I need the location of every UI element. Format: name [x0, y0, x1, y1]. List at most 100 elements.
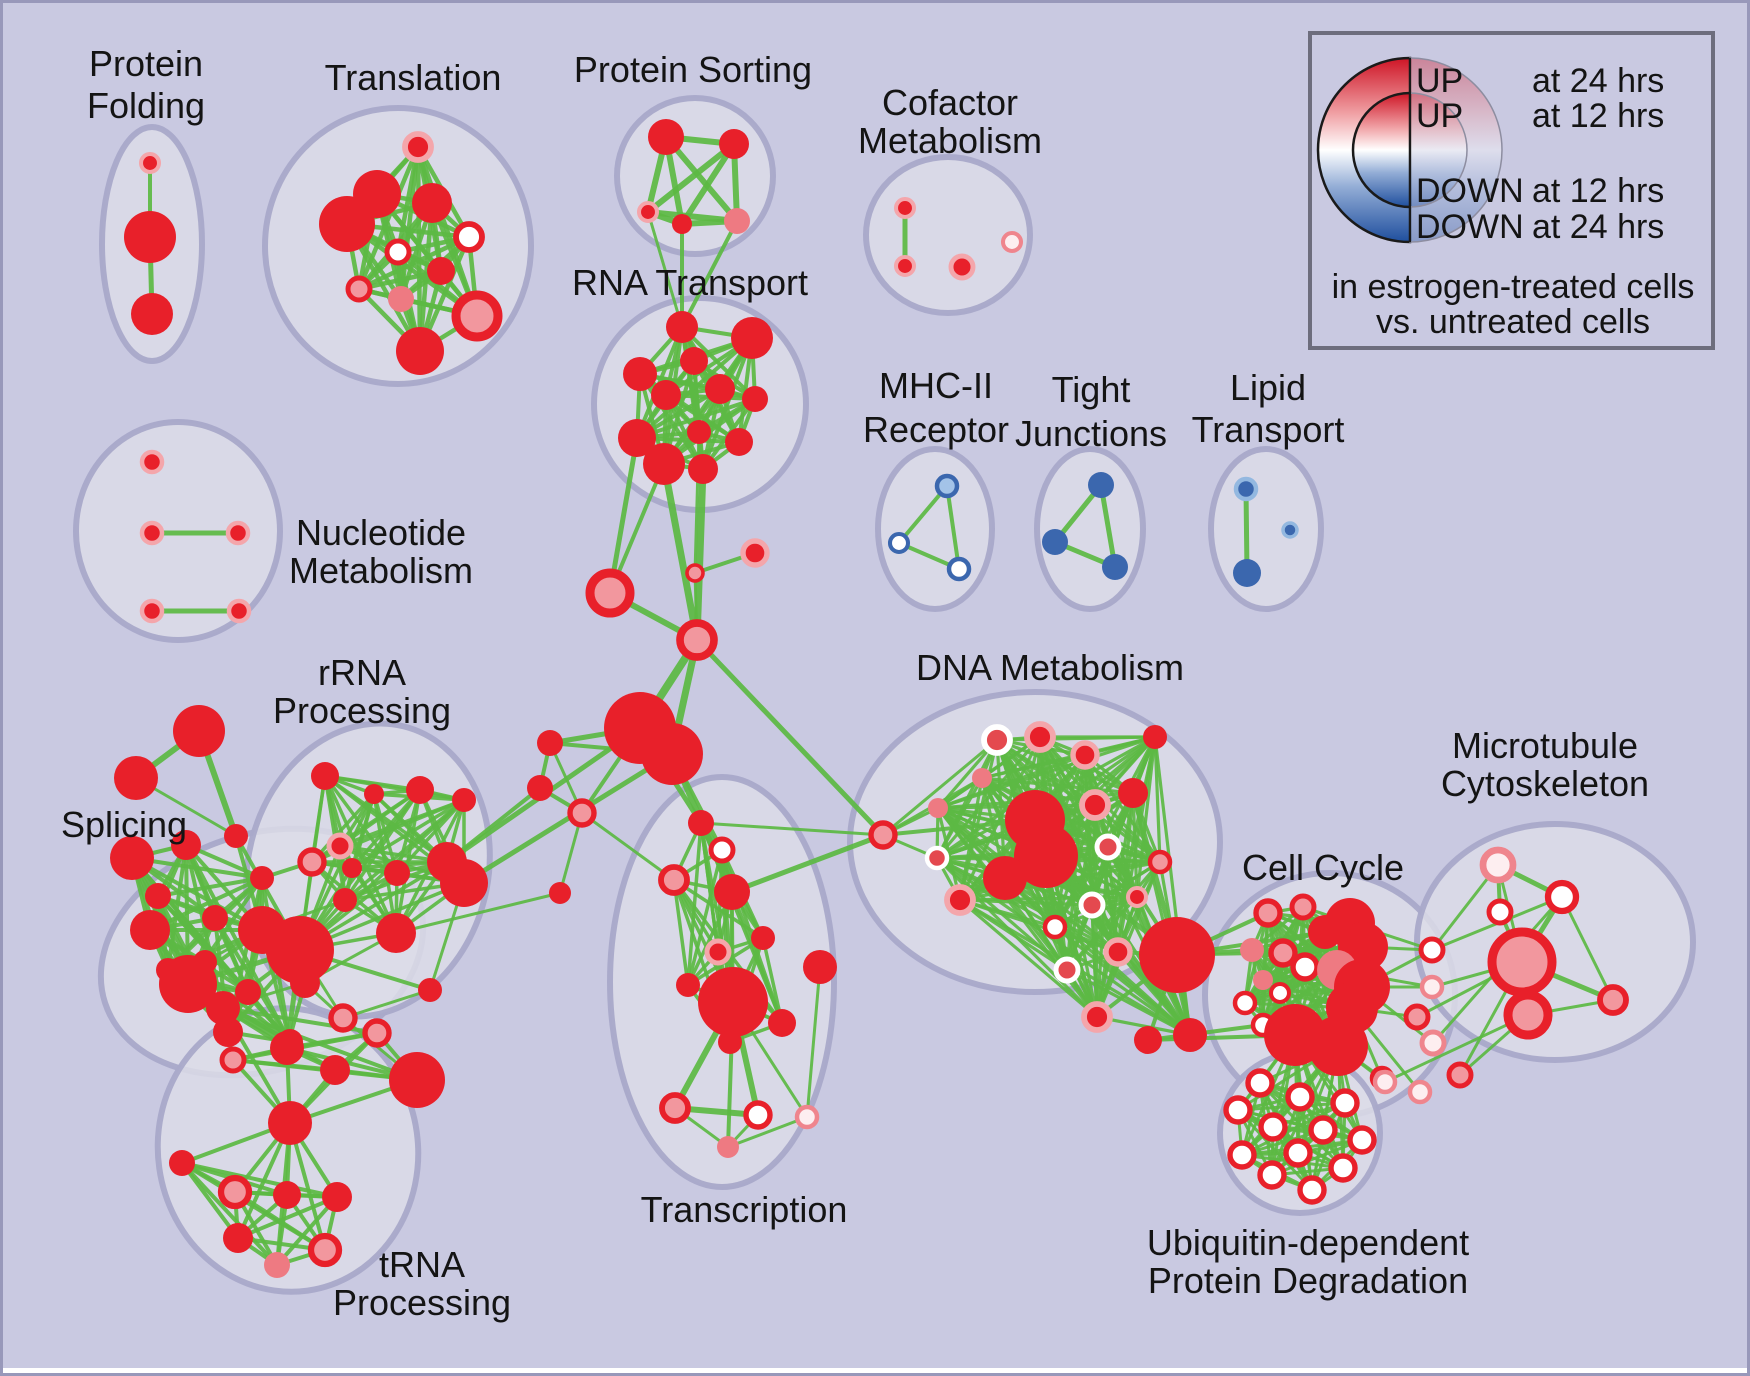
- network-node-76[interactable]: [364, 784, 384, 804]
- network-node-55[interactable]: [537, 730, 563, 756]
- network-node-2[interactable]: [131, 293, 173, 335]
- network-node-103[interactable]: [264, 1252, 290, 1278]
- network-node-168[interactable]: [1479, 846, 1517, 884]
- network-node-64[interactable]: [171, 830, 201, 860]
- network-node-47[interactable]: [139, 598, 165, 624]
- network-node-171[interactable]: [1487, 927, 1557, 997]
- network-node-182[interactable]: [1347, 1125, 1377, 1155]
- network-node-114[interactable]: [768, 1009, 796, 1037]
- network-node-181[interactable]: [1308, 1115, 1338, 1145]
- network-node-6[interactable]: [319, 196, 375, 252]
- network-node-110[interactable]: [751, 926, 775, 950]
- network-node-8[interactable]: [384, 238, 412, 266]
- network-node-177[interactable]: [1285, 1082, 1315, 1112]
- network-node-179[interactable]: [1223, 1095, 1253, 1125]
- network-node-93[interactable]: [270, 1031, 304, 1065]
- network-node-144[interactable]: [1134, 1026, 1162, 1054]
- network-node-127[interactable]: [1014, 824, 1078, 888]
- network-node-123[interactable]: [1070, 740, 1100, 770]
- network-node-81[interactable]: [342, 858, 362, 878]
- network-node-151[interactable]: [1268, 938, 1298, 968]
- network-node-109[interactable]: [803, 950, 837, 984]
- network-node-15[interactable]: [719, 129, 749, 159]
- network-node-14[interactable]: [648, 119, 684, 155]
- network-node-77[interactable]: [406, 776, 434, 804]
- network-node-1[interactable]: [124, 211, 176, 263]
- network-node-97[interactable]: [268, 1101, 312, 1145]
- network-node-161[interactable]: [1326, 982, 1378, 1034]
- network-node-90[interactable]: [290, 968, 320, 998]
- network-node-17[interactable]: [672, 214, 692, 234]
- network-node-43[interactable]: [1281, 521, 1299, 539]
- network-node-121[interactable]: [981, 724, 1013, 756]
- network-node-10[interactable]: [345, 275, 373, 303]
- network-node-134[interactable]: [1125, 885, 1149, 909]
- network-node-49[interactable]: [740, 538, 770, 568]
- network-node-120[interactable]: [868, 820, 898, 850]
- network-node-63[interactable]: [110, 836, 154, 880]
- network-node-128[interactable]: [983, 856, 1027, 900]
- network-node-138[interactable]: [1053, 956, 1081, 984]
- network-node-99[interactable]: [217, 1174, 253, 1210]
- network-node-157[interactable]: [1232, 990, 1258, 1016]
- network-node-186[interactable]: [1328, 1153, 1358, 1183]
- network-node-175[interactable]: [1446, 1061, 1474, 1089]
- network-node-75[interactable]: [311, 762, 339, 790]
- network-node-155[interactable]: [1268, 981, 1292, 1005]
- network-node-32[interactable]: [893, 254, 917, 278]
- network-node-116[interactable]: [659, 1092, 691, 1124]
- network-node-45[interactable]: [139, 520, 165, 546]
- network-node-31[interactable]: [893, 196, 917, 220]
- network-node-104[interactable]: [307, 1232, 343, 1268]
- network-node-79[interactable]: [326, 832, 354, 860]
- network-node-115[interactable]: [718, 1030, 742, 1054]
- network-node-95[interactable]: [362, 1018, 392, 1048]
- network-node-84[interactable]: [333, 888, 357, 912]
- network-node-21[interactable]: [623, 357, 657, 391]
- network-node-124[interactable]: [972, 768, 992, 788]
- network-node-38[interactable]: [1088, 472, 1114, 498]
- network-node-143[interactable]: [1139, 917, 1215, 993]
- network-node-34[interactable]: [1000, 230, 1024, 254]
- network-node-166[interactable]: [1419, 974, 1445, 1000]
- network-node-118[interactable]: [794, 1104, 820, 1130]
- network-node-137[interactable]: [1103, 937, 1133, 967]
- network-node-184[interactable]: [1283, 1138, 1313, 1168]
- network-node-152[interactable]: [1290, 952, 1320, 982]
- network-node-146[interactable]: [1289, 893, 1317, 921]
- network-node-58[interactable]: [567, 798, 597, 828]
- network-node-11[interactable]: [388, 286, 414, 312]
- network-node-33[interactable]: [948, 253, 976, 281]
- network-node-42[interactable]: [1233, 559, 1261, 587]
- network-node-96[interactable]: [389, 1052, 445, 1108]
- network-node-105[interactable]: [688, 810, 714, 836]
- network-node-24[interactable]: [705, 374, 735, 404]
- network-node-20[interactable]: [731, 317, 773, 359]
- network-node-39[interactable]: [1042, 529, 1068, 555]
- network-node-41[interactable]: [1233, 476, 1259, 502]
- network-node-183[interactable]: [1227, 1140, 1257, 1170]
- network-node-9[interactable]: [427, 257, 455, 285]
- network-node-92[interactable]: [219, 1046, 247, 1074]
- network-node-132[interactable]: [1094, 833, 1122, 861]
- network-node-170[interactable]: [1486, 898, 1514, 926]
- network-node-67[interactable]: [202, 905, 228, 931]
- network-node-37[interactable]: [946, 556, 972, 582]
- network-node-94[interactable]: [320, 1055, 350, 1085]
- network-node-36[interactable]: [887, 531, 911, 555]
- network-node-3[interactable]: [402, 131, 434, 163]
- network-node-107[interactable]: [658, 864, 690, 896]
- network-node-27[interactable]: [618, 419, 656, 457]
- network-node-164[interactable]: [1419, 1029, 1447, 1057]
- network-node-7[interactable]: [453, 221, 485, 253]
- network-node-173[interactable]: [1503, 990, 1553, 1040]
- network-node-91[interactable]: [206, 991, 240, 1025]
- network-node-25[interactable]: [742, 386, 768, 412]
- network-node-54[interactable]: [641, 723, 703, 785]
- network-node-101[interactable]: [322, 1182, 352, 1212]
- network-node-142[interactable]: [944, 884, 976, 916]
- network-node-26[interactable]: [687, 420, 711, 444]
- network-node-85[interactable]: [266, 916, 334, 984]
- network-node-40[interactable]: [1102, 554, 1128, 580]
- network-node-48[interactable]: [226, 598, 252, 624]
